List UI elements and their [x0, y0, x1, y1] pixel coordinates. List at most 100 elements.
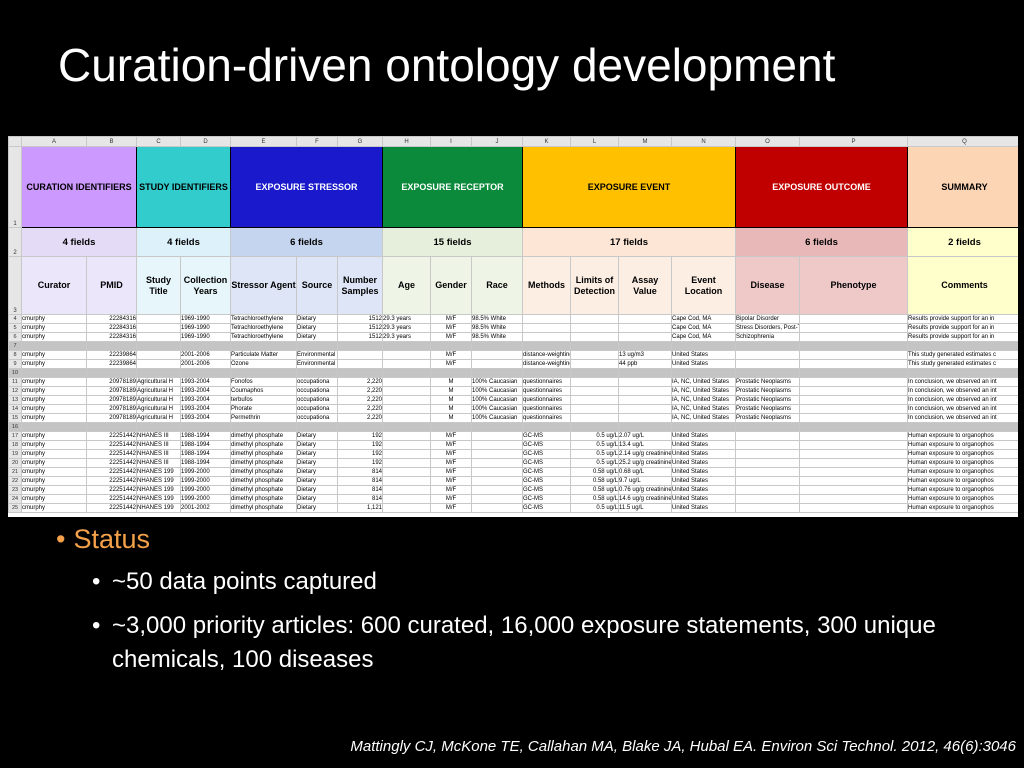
data-cell[interactable]: United States: [671, 350, 736, 360]
data-cell[interactable]: NHANES 199: [136, 485, 181, 495]
data-cell[interactable]: [337, 359, 383, 369]
data-cell[interactable]: dimethyl phosphate: [230, 476, 297, 486]
data-cell[interactable]: questionnaires: [522, 395, 571, 405]
data-cell[interactable]: cmurphy: [21, 413, 87, 423]
data-cell[interactable]: 22251442: [86, 440, 137, 450]
data-cell[interactable]: [382, 458, 431, 468]
group-header[interactable]: SUMMARY: [907, 146, 1018, 228]
row-number[interactable]: 18: [8, 440, 22, 450]
data-cell[interactable]: [618, 368, 672, 378]
data-cell[interactable]: [735, 350, 800, 360]
data-cell[interactable]: M/F: [430, 431, 472, 441]
data-cell[interactable]: 29.3 years: [382, 314, 431, 324]
data-cell[interactable]: United States: [671, 467, 736, 477]
data-cell[interactable]: 13.4 ug/L: [618, 440, 672, 450]
data-cell[interactable]: Results provide support for an in: [907, 332, 1018, 342]
data-cell[interactable]: [471, 485, 523, 495]
data-cell[interactable]: [618, 341, 672, 351]
data-cell[interactable]: Schizophrenia: [735, 332, 800, 342]
data-cell[interactable]: [382, 386, 431, 396]
data-cell[interactable]: [735, 503, 800, 513]
data-cell[interactable]: cmurphy: [21, 467, 87, 477]
data-cell[interactable]: GC-MS: [522, 431, 571, 441]
data-cell[interactable]: 1993-2004: [180, 386, 231, 396]
row-number[interactable]: 11: [8, 377, 22, 387]
data-cell[interactable]: 1969-1990: [180, 314, 231, 324]
data-cell[interactable]: [471, 341, 523, 351]
row-number[interactable]: 7: [8, 341, 22, 351]
data-cell[interactable]: [21, 341, 87, 351]
data-cell[interactable]: This study generated estimates c: [907, 350, 1018, 360]
data-cell[interactable]: [570, 368, 619, 378]
data-cell[interactable]: M: [430, 386, 472, 396]
column-letter[interactable]: O: [735, 136, 800, 147]
field-name[interactable]: Source: [296, 256, 338, 315]
field-name[interactable]: Study Title: [136, 256, 181, 315]
data-cell[interactable]: [230, 422, 297, 432]
data-cell[interactable]: [618, 422, 672, 432]
data-cell[interactable]: 814: [337, 467, 383, 477]
data-cell[interactable]: 100% Caucasian: [471, 404, 523, 414]
data-cell[interactable]: 20978189: [86, 395, 137, 405]
data-cell[interactable]: 192: [337, 440, 383, 450]
data-cell[interactable]: [799, 431, 908, 441]
data-cell[interactable]: [671, 341, 736, 351]
data-cell[interactable]: [471, 350, 523, 360]
data-cell[interactable]: NHANES III: [136, 431, 181, 441]
data-cell[interactable]: 2,220: [337, 377, 383, 387]
data-cell[interactable]: M/F: [430, 359, 472, 369]
data-cell[interactable]: NHANES 199: [136, 494, 181, 504]
data-cell[interactable]: cmurphy: [21, 494, 87, 504]
data-cell[interactable]: Stress Disorders, Post-Traumatic: [735, 323, 800, 333]
data-cell[interactable]: [735, 359, 800, 369]
field-name[interactable]: Disease: [735, 256, 800, 315]
data-cell[interactable]: In conclusion, we observed an int: [907, 404, 1018, 414]
data-cell[interactable]: [382, 359, 431, 369]
field-count[interactable]: 6 fields: [230, 227, 383, 257]
data-cell[interactable]: GC-MS: [522, 485, 571, 495]
data-cell[interactable]: 98.5% White: [471, 314, 523, 324]
column-letter[interactable]: F: [296, 136, 338, 147]
data-cell[interactable]: 98.5% White: [471, 323, 523, 333]
data-cell[interactable]: 2.14 ug/g creatinine: [618, 449, 672, 459]
data-cell[interactable]: IA, NC, United States: [671, 386, 736, 396]
data-cell[interactable]: 20978189: [86, 413, 137, 423]
data-cell[interactable]: 192: [337, 431, 383, 441]
data-cell[interactable]: 22251442: [86, 494, 137, 504]
data-cell[interactable]: Agricultural H: [136, 386, 181, 396]
data-cell[interactable]: Results provide support for an in: [907, 323, 1018, 333]
data-cell[interactable]: IA, NC, United States: [671, 395, 736, 405]
data-cell[interactable]: Prostatic Neoplasms: [735, 395, 800, 405]
data-cell[interactable]: [86, 368, 137, 378]
column-letter[interactable]: K: [522, 136, 571, 147]
data-cell[interactable]: 100% Caucasian: [471, 386, 523, 396]
data-cell[interactable]: In conclusion, we observed an int: [907, 386, 1018, 396]
data-cell[interactable]: 0.58 ug/L: [570, 494, 619, 504]
data-cell[interactable]: Agricultural H: [136, 404, 181, 414]
data-cell[interactable]: [907, 422, 1018, 432]
data-cell[interactable]: [522, 332, 571, 342]
data-cell[interactable]: IA, NC, United States: [671, 413, 736, 423]
data-cell[interactable]: [799, 440, 908, 450]
data-cell[interactable]: [136, 323, 181, 333]
data-cell[interactable]: cmurphy: [21, 314, 87, 324]
group-header[interactable]: CURATION IDENTIFIERS: [21, 146, 137, 228]
data-cell[interactable]: [337, 422, 383, 432]
data-cell[interactable]: GC-MS: [522, 467, 571, 477]
field-name[interactable]: Gender: [430, 256, 472, 315]
data-cell[interactable]: [735, 494, 800, 504]
data-cell[interactable]: dimethyl phosphate: [230, 485, 297, 495]
data-cell[interactable]: Agricultural H: [136, 413, 181, 423]
group-header[interactable]: EXPOSURE RECEPTOR: [382, 146, 523, 228]
data-cell[interactable]: 1993-2004: [180, 395, 231, 405]
data-cell[interactable]: [735, 341, 800, 351]
data-cell[interactable]: [180, 368, 231, 378]
data-cell[interactable]: occupationa: [296, 413, 338, 423]
data-cell[interactable]: IA, NC, United States: [671, 404, 736, 414]
data-cell[interactable]: Cape Cod, MA: [671, 332, 736, 342]
data-cell[interactable]: Prostatic Neoplasms: [735, 413, 800, 423]
data-cell[interactable]: [180, 341, 231, 351]
data-cell[interactable]: [618, 377, 672, 387]
row-number[interactable]: 17: [8, 431, 22, 441]
row-number[interactable]: 1: [8, 146, 22, 228]
